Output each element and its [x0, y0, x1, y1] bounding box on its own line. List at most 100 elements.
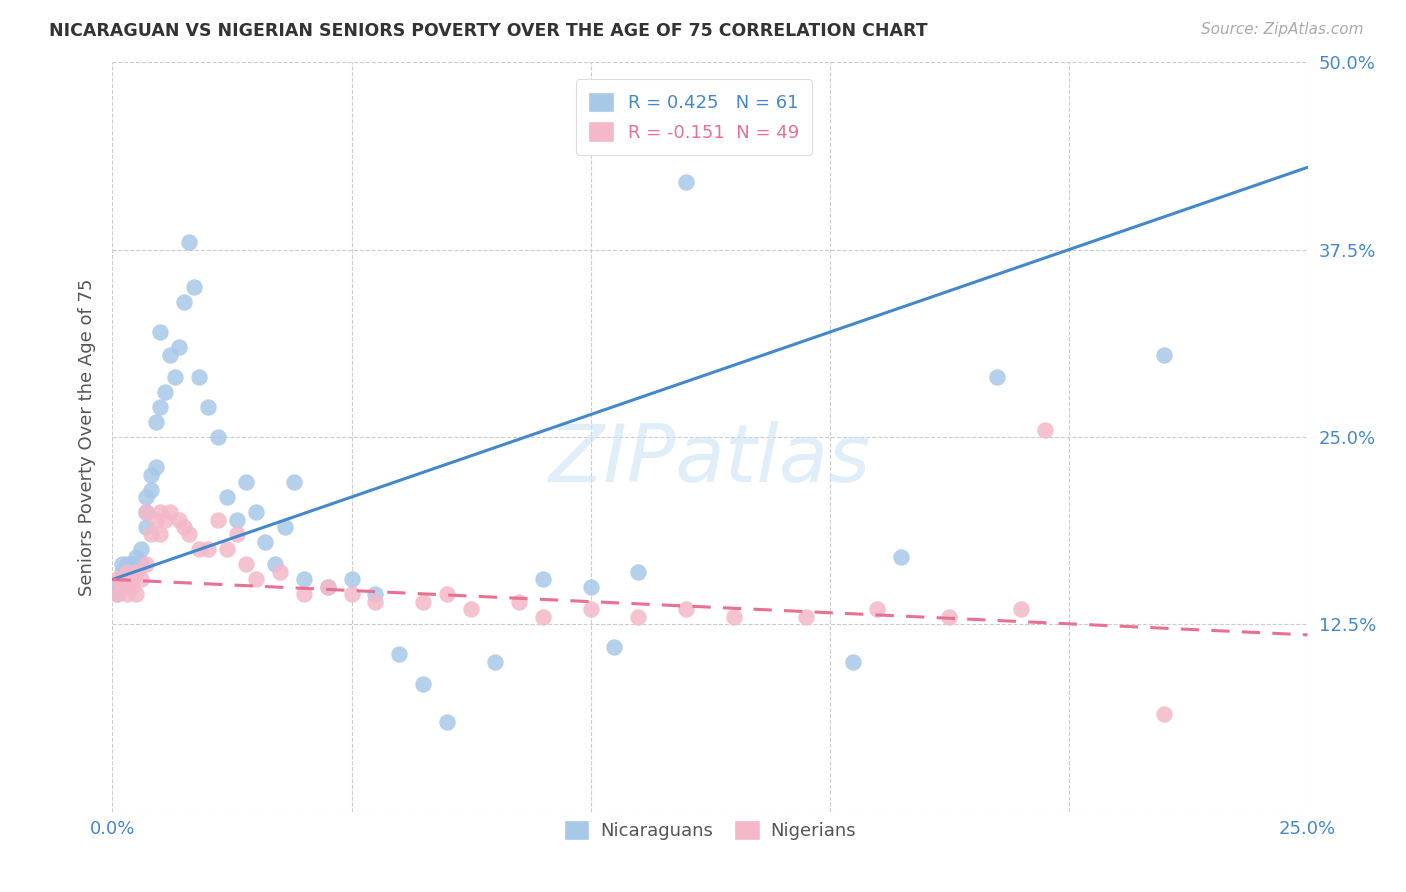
Point: [283, 475, 305, 489]
Point: [135, 558, 157, 572]
Point: [225, 512, 247, 526]
Point: [508, 595, 530, 609]
Text: NICARAGUAN VS NIGERIAN SENIORS POVERTY OVER THE AGE OF 75 CORRELATION CHART: NICARAGUAN VS NIGERIAN SENIORS POVERTY O…: [49, 22, 928, 40]
Point: [111, 573, 134, 587]
Point: [627, 565, 650, 579]
Point: [115, 558, 138, 572]
Point: [177, 527, 200, 541]
Point: [121, 573, 143, 587]
Point: [197, 400, 219, 414]
Text: ZIPatlas: ZIPatlas: [548, 420, 872, 499]
Point: [235, 558, 257, 572]
Point: [111, 558, 134, 572]
Point: [364, 587, 387, 601]
Point: [149, 505, 172, 519]
Point: [125, 565, 148, 579]
Point: [292, 587, 315, 601]
Point: [105, 573, 128, 587]
Point: [316, 580, 339, 594]
Point: [723, 610, 745, 624]
Point: [842, 655, 865, 669]
Point: [460, 602, 482, 616]
Point: [436, 587, 458, 601]
Point: [125, 549, 148, 564]
Point: [139, 527, 162, 541]
Point: [135, 490, 157, 504]
Point: [121, 565, 143, 579]
Point: [1153, 348, 1175, 362]
Point: [794, 610, 817, 624]
Point: [866, 602, 889, 616]
Y-axis label: Seniors Poverty Over the Age of 75: Seniors Poverty Over the Age of 75: [77, 278, 96, 596]
Point: [254, 535, 277, 549]
Point: [115, 573, 138, 587]
Point: [105, 587, 128, 601]
Point: [675, 175, 697, 189]
Point: [245, 505, 267, 519]
Point: [139, 467, 162, 482]
Point: [316, 580, 339, 594]
Point: [890, 549, 912, 564]
Point: [225, 527, 247, 541]
Point: [145, 460, 167, 475]
Point: [173, 295, 195, 310]
Point: [115, 587, 138, 601]
Point: [187, 370, 209, 384]
Point: [675, 602, 697, 616]
Point: [770, 115, 793, 129]
Point: [105, 580, 128, 594]
Point: [159, 505, 181, 519]
Point: [938, 610, 960, 624]
Point: [121, 580, 143, 594]
Point: [340, 573, 363, 587]
Point: [1033, 423, 1056, 437]
Point: [149, 400, 172, 414]
Point: [340, 587, 363, 601]
Point: [531, 573, 554, 587]
Point: [207, 430, 229, 444]
Point: [412, 677, 434, 691]
Point: [197, 542, 219, 557]
Point: [207, 512, 229, 526]
Point: [217, 490, 239, 504]
Point: [115, 565, 138, 579]
Point: [264, 558, 287, 572]
Point: [273, 520, 295, 534]
Point: [217, 542, 239, 557]
Point: [139, 483, 162, 497]
Point: [531, 610, 554, 624]
Point: [111, 580, 134, 594]
Point: [187, 542, 209, 557]
Point: [135, 520, 157, 534]
Point: [111, 565, 134, 579]
Point: [173, 520, 195, 534]
Legend: Nicaraguans, Nigerians: Nicaraguans, Nigerians: [557, 813, 863, 847]
Point: [1010, 602, 1032, 616]
Point: [149, 325, 172, 339]
Point: [579, 602, 602, 616]
Point: [129, 542, 152, 557]
Point: [1153, 707, 1175, 722]
Point: [388, 648, 411, 662]
Point: [121, 558, 143, 572]
Point: [292, 573, 315, 587]
Point: [135, 505, 157, 519]
Point: [121, 573, 143, 587]
Point: [364, 595, 387, 609]
Point: [135, 505, 157, 519]
Point: [627, 610, 650, 624]
Point: [129, 573, 152, 587]
Point: [129, 558, 152, 572]
Point: [484, 655, 506, 669]
Point: [145, 512, 167, 526]
Point: [153, 512, 176, 526]
Point: [125, 565, 148, 579]
Point: [149, 527, 172, 541]
Point: [153, 385, 176, 400]
Point: [111, 573, 134, 587]
Point: [603, 640, 626, 654]
Point: [269, 565, 291, 579]
Point: [986, 370, 1008, 384]
Point: [183, 280, 205, 294]
Point: [115, 580, 138, 594]
